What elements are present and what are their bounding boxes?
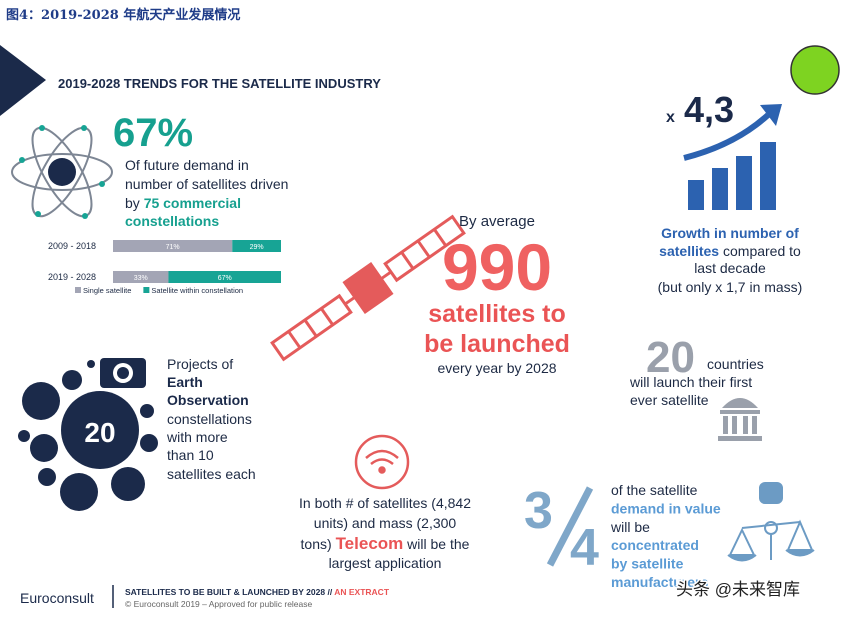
building-icon (718, 398, 762, 441)
text-line: tons) Telecom will be the (301, 534, 470, 553)
copyright: © Euroconsult 2019 – Approved for public… (125, 599, 313, 609)
text-line: concentrated (611, 537, 699, 553)
text-line: units) and mass (2,300 (314, 515, 457, 531)
text-line: Observation (167, 392, 249, 408)
value-label: 71% (166, 244, 180, 251)
text-line: manufacturers (611, 574, 708, 590)
text-line: of the satellite (611, 482, 698, 498)
bar-segment (168, 271, 281, 283)
highlight: constellations (125, 213, 219, 229)
big-number: 20 (84, 417, 115, 448)
satellite-icon (270, 214, 466, 362)
growth-icon (683, 104, 782, 210)
legend-swatch (75, 287, 81, 293)
stacked-bar-chart: 2009 - 2018 71% 29% 2019 - 2028 33% 67% Single… (48, 240, 281, 295)
text: tons) (301, 536, 332, 552)
fraction-slash (546, 486, 594, 567)
legend-swatch (143, 287, 150, 293)
tag: AN EXTRACT (334, 587, 390, 597)
text: compared to (723, 243, 801, 259)
legend-label: Satellite within constellation (151, 286, 243, 295)
atom-icon (11, 126, 113, 218)
scale-icon (727, 482, 815, 562)
highlight: satellites (659, 243, 719, 259)
big-number: 20 (646, 333, 695, 382)
category-label: 2009 - 2018 (48, 241, 96, 251)
text-line: will launch their first (629, 374, 752, 390)
text-line: countries (707, 356, 764, 372)
bar-segment (113, 240, 233, 252)
text-line: In both # of satellites (4,842 (299, 495, 471, 511)
highlight: Telecom (336, 534, 404, 553)
text-line: ever satellite (630, 392, 709, 408)
text: will be the (406, 536, 469, 552)
text-line: every year by 2028 (437, 360, 556, 376)
factor: 4,3 (684, 89, 734, 130)
big-number: 990 (442, 230, 552, 304)
text-line: Growth in number of (661, 225, 799, 241)
text-line: last decade (694, 260, 766, 276)
text-line: than 10 (167, 447, 214, 463)
text-line: satellites compared to (659, 243, 801, 259)
text-line: Earth (167, 374, 203, 390)
title-marker (0, 45, 46, 116)
title: 2019-2028 TRENDS FOR THE SATELLITE INDUS… (58, 76, 381, 91)
text-line: will be (610, 519, 650, 535)
highlight: 75 commercial (144, 195, 241, 211)
text-line: by 75 commercial (125, 195, 241, 211)
headline: 67% (113, 111, 193, 155)
text: SATELLITES TO BE BUILT & LAUNCHED BY 202… (125, 587, 333, 597)
category-label: 2019 - 2028 (48, 272, 96, 282)
text-line: Projects of (167, 356, 233, 372)
text-line: satellites each (167, 466, 256, 482)
text-line: Of future demand in (125, 157, 249, 173)
fraction-denominator: 4 (570, 519, 599, 577)
text-line: (but only x 1,7 in mass) (658, 279, 803, 295)
watermark: 头条 @未来智库 (676, 580, 800, 599)
fraction-numerator: 3 (524, 482, 553, 540)
text-line: constellations (167, 411, 252, 427)
text-line: largest application (329, 555, 442, 571)
caption: 图4：2019-2028 年航天产业发展情况 (6, 7, 240, 23)
value-label: 29% (250, 244, 264, 251)
value-label: 67% (218, 275, 232, 282)
value-label: 33% (134, 275, 148, 282)
tagline: SATELLITES TO BE BUILT & LAUNCHED BY 202… (125, 587, 390, 597)
badge (790, 45, 840, 95)
text-line: satellites to (428, 300, 566, 328)
bar-segment (113, 271, 169, 283)
brand: Euroconsult (20, 590, 94, 606)
factor-prefix: x (666, 109, 675, 126)
circles-icon (18, 358, 158, 511)
text-line: be launched (424, 330, 570, 358)
text-line: number of satellites driven (125, 176, 288, 192)
text-line: By average (459, 213, 535, 230)
text-line: by satellite (611, 556, 684, 572)
manufacturers-text: of the satellite demand in value will be co… (610, 482, 721, 590)
wifi-icon (354, 434, 410, 490)
text: by (125, 195, 140, 211)
atom-dots (19, 125, 105, 219)
bar-segment (232, 240, 281, 252)
text-line: demand in value (611, 500, 721, 516)
text-line: with more (166, 429, 228, 445)
legend-label: Single satellite (83, 286, 131, 295)
